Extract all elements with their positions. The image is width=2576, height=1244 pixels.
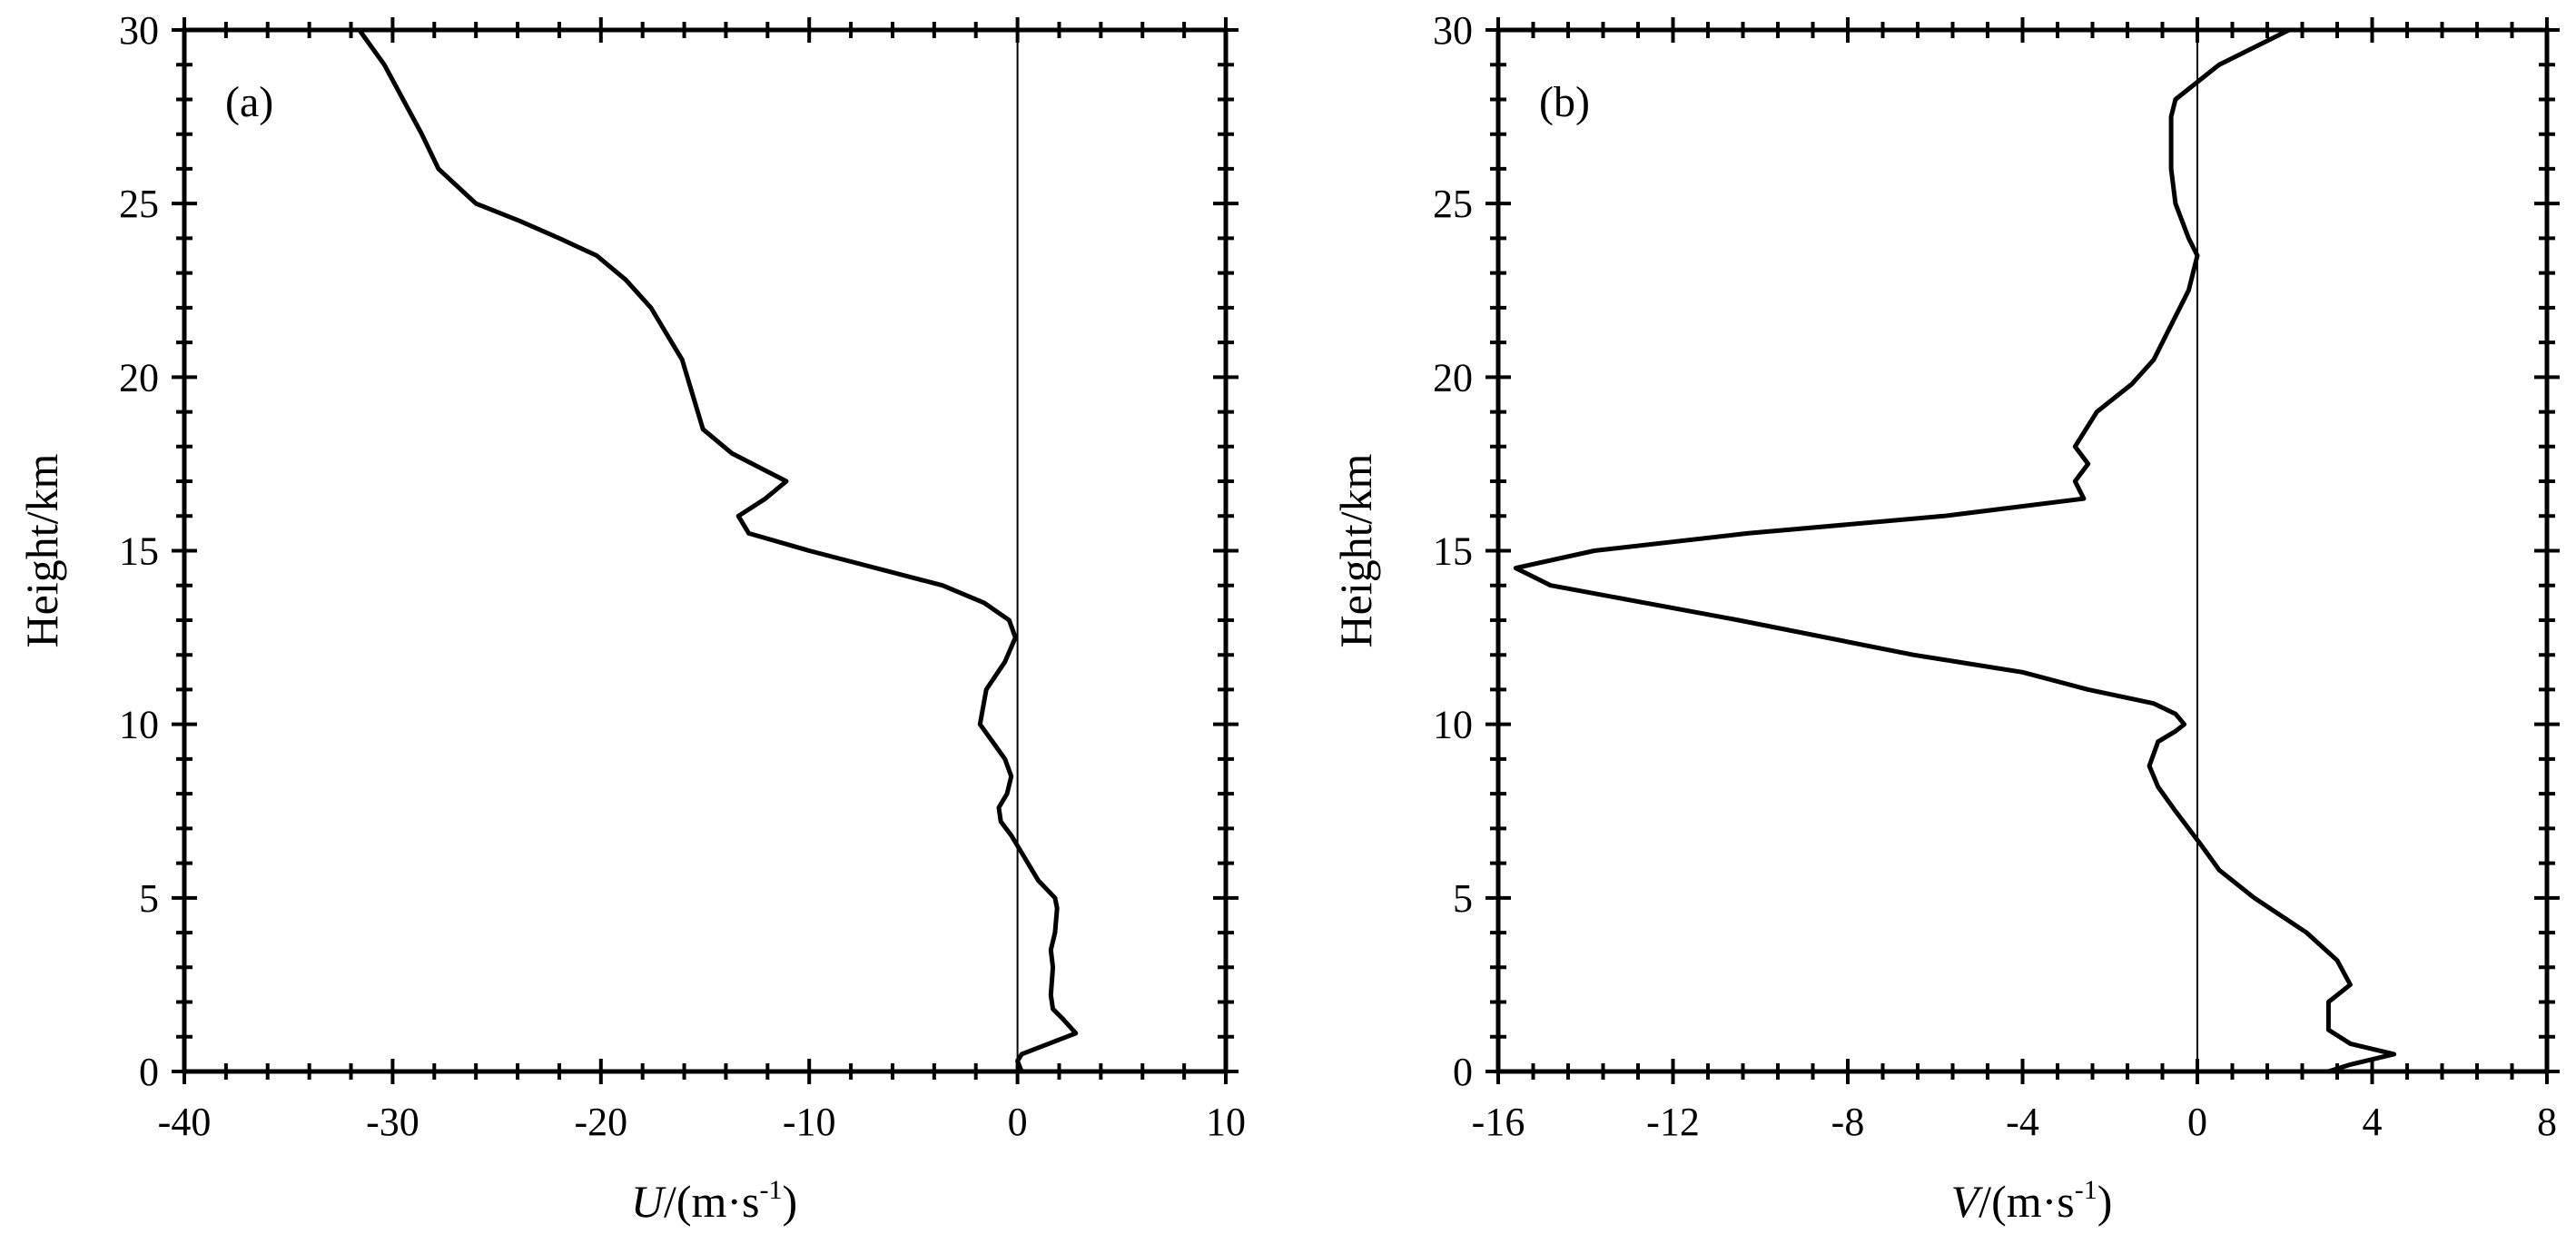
y-tick-label: 30 [1433, 8, 1473, 53]
x-axis-unit-exp-a: -1 [760, 1175, 783, 1205]
y-tick-label: 25 [119, 182, 159, 226]
x-axis-var-a: U [631, 1176, 666, 1227]
x-axis-unit-exp-b: -1 [2075, 1175, 2097, 1205]
y-tick-label: 10 [1433, 703, 1473, 747]
x-tick-label: -10 [783, 1100, 836, 1144]
panel-label-a: (a) [225, 78, 273, 126]
x-axis-var-b: V [1951, 1176, 1984, 1227]
y-tick-label: 15 [1433, 529, 1473, 574]
y-axis-title-b: Height/km [1330, 453, 1381, 647]
plot-frame-b [1495, 27, 2550, 1074]
y-tick-label: 0 [1453, 1050, 1473, 1094]
x-axis-unit-b: /(m·s [1979, 1176, 2075, 1227]
y-tick-label: 0 [139, 1050, 159, 1094]
y-tick-label: 25 [1433, 182, 1473, 226]
panel-label-b: (b) [1539, 78, 1590, 126]
y-tick-labels-a: 0 5 10 15 20 25 30 [119, 8, 159, 1094]
x-axis-unit-a: /(m·s [664, 1176, 760, 1227]
x-tick-label: -16 [1472, 1100, 1525, 1144]
x-tick-label: 4 [2363, 1100, 2383, 1144]
y-tick-labels-b: 0 5 10 15 20 25 30 [1433, 8, 1473, 1094]
series-line-u [357, 28, 1079, 1072]
x-tick-label: -30 [366, 1100, 419, 1144]
y-axis-title-a: Height/km [16, 453, 67, 647]
x-tick-label: 10 [1206, 1100, 1246, 1144]
x-axis-unit-close-b: ) [2097, 1176, 2113, 1227]
x-tick-label: -20 [574, 1100, 627, 1144]
x-tick-labels-a: -40 -30 -20 -10 0 10 [158, 1100, 1246, 1144]
plot-frame-a [182, 27, 1229, 1074]
panel-b: -16 -12 -8 -4 0 4 8 0 5 10 15 20 25 30 (b) Height/km… [1330, 8, 2560, 1227]
y-tick-label: 30 [119, 8, 159, 53]
panel-a: -40 -30 -20 -10 0 10 0 5 10 15 20 25 30 (a) Height/… [16, 8, 1246, 1227]
x-tick-label: 0 [2187, 1100, 2207, 1144]
y-tick-label: 15 [119, 529, 159, 574]
y-tick-label: 5 [139, 876, 159, 921]
x-axis-title-b: V/(m·s-1) [1951, 1175, 2113, 1227]
y-tick-label: 5 [1453, 876, 1473, 921]
x-tick-label: 8 [2537, 1100, 2557, 1144]
x-axis-title-a: U/(m·s-1) [631, 1175, 797, 1227]
x-tick-label: -8 [1831, 1100, 1865, 1144]
x-tick-label: -4 [2006, 1100, 2039, 1144]
y-tick-label: 10 [119, 703, 159, 747]
x-tick-label: -40 [158, 1100, 212, 1144]
ticks-a [172, 17, 1239, 1084]
x-axis-unit-close-a: ) [783, 1176, 798, 1227]
y-tick-label: 20 [119, 355, 159, 400]
x-tick-labels-b: -16 -12 -8 -4 0 4 8 [1472, 1100, 2557, 1144]
x-tick-label: -12 [1646, 1100, 1700, 1144]
y-tick-label: 20 [1433, 355, 1473, 400]
ticks-b [1485, 17, 2560, 1084]
x-tick-label: 0 [1008, 1100, 1028, 1144]
series-line-v [1513, 27, 2397, 1074]
